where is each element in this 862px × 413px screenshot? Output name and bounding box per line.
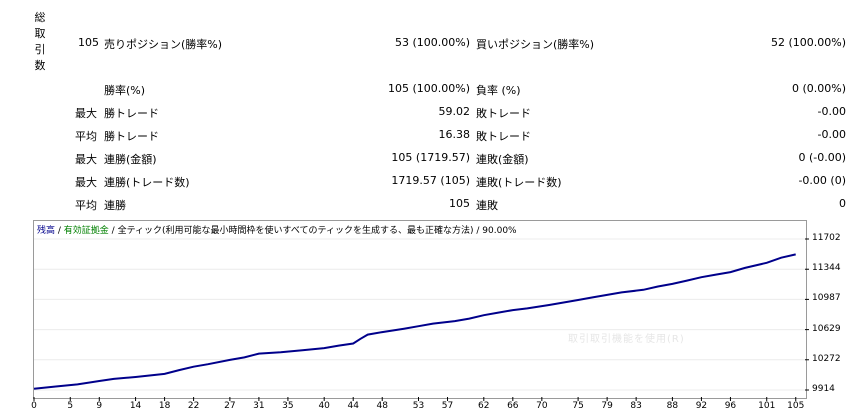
- avg-consec-losses-value: 0: [839, 197, 846, 210]
- avg-consec-losses-label: 連敗: [476, 199, 498, 212]
- x-tick-label: 83: [630, 401, 642, 411]
- chart-legend: 残高 / 有効証拠金 / 全ティック(利用可能な最小時間枠を使いすべてのティック…: [37, 223, 517, 236]
- legend-quality: 90.00%: [482, 226, 517, 236]
- loss-rate-label: 負率 (%): [476, 84, 521, 97]
- vertical-char: 数: [34, 59, 46, 72]
- legend-balance: 残高: [37, 226, 56, 236]
- row-prefix: 最大: [75, 176, 97, 189]
- legend-separator: /: [55, 226, 64, 236]
- avg-consec-wins-label: 連勝: [104, 199, 126, 212]
- x-tick-label: 70: [536, 401, 548, 411]
- avg-loss-trade-value: -0.00: [817, 128, 846, 141]
- long-positions-value: 52 (100.00%): [770, 36, 846, 49]
- vertical-char: 引: [34, 43, 46, 56]
- x-tick-label: 101: [758, 401, 776, 411]
- avg-win-trade-label: 勝トレード: [104, 130, 159, 143]
- total-trades-vertical-label: 総 取 引 数: [33, 10, 47, 74]
- row-prefix: 平均: [75, 199, 97, 212]
- y-tick-label: 10987: [812, 293, 841, 304]
- long-positions-label: 買いポジション(勝率%): [476, 38, 595, 51]
- short-positions-value: 53 (100.00%): [394, 36, 470, 49]
- avg-win-trade-value: 16.38: [438, 128, 471, 141]
- x-tick-label: 66: [507, 401, 519, 411]
- max-consec-losses-count-label: 連敗(トレード数): [476, 176, 562, 189]
- legend-separator: /: [473, 226, 483, 236]
- balance-chart-frame: [33, 220, 807, 399]
- x-tick-label: 27: [224, 401, 236, 411]
- x-tick-label: 96: [724, 401, 737, 411]
- avg-loss-trade-label: 敗トレード: [476, 130, 531, 143]
- x-tick-label: 75: [572, 401, 584, 411]
- max-consec-wins-amount-value: 105 (1719.57): [391, 151, 470, 164]
- max-loss-trade-label: 敗トレード: [476, 107, 531, 120]
- y-tick-label: 11702: [812, 233, 841, 243]
- x-tick-label: 40: [318, 401, 330, 411]
- x-tick-label: 88: [666, 401, 679, 411]
- y-tick-label: 9914: [812, 384, 835, 394]
- x-tick-label: 5: [67, 401, 74, 411]
- row-prefix: 最大: [75, 107, 97, 120]
- row-prefix: 最大: [75, 153, 97, 166]
- max-consec-losses-count-value: -0.00 (0): [798, 174, 846, 187]
- vertical-char: 総: [34, 11, 46, 24]
- max-loss-trade-value: -0.00: [817, 105, 846, 118]
- x-tick-label: 35: [282, 401, 294, 411]
- x-tick-label: 0: [31, 401, 37, 411]
- x-tick-label: 53: [412, 401, 425, 411]
- total-trades-value: 105: [78, 36, 99, 49]
- max-consec-wins-amount-label: 連勝(金額): [104, 153, 157, 166]
- x-tick-label: 22: [187, 401, 200, 411]
- chart-watermark: 取引取引機能を使用(R): [568, 334, 685, 345]
- max-consec-losses-amount-label: 連敗(金額): [476, 153, 529, 166]
- x-tick-label: 57: [441, 401, 454, 411]
- x-tick-label: 14: [129, 401, 142, 411]
- avg-consec-wins-value: 105: [449, 197, 470, 210]
- short-positions-label: 売りポジション(勝率%): [104, 38, 223, 51]
- x-tick-label: 62: [478, 401, 490, 411]
- x-tick-label: 79: [601, 401, 613, 411]
- win-rate-value: 105 (100.00%): [387, 82, 470, 95]
- x-tick-label: 31: [253, 401, 265, 411]
- legend-equity: 有効証拠金: [63, 226, 109, 236]
- x-tick-label: 9: [96, 401, 103, 411]
- max-consec-wins-count-label: 連勝(トレード数): [104, 176, 190, 189]
- y-tick-label: 11344: [812, 263, 841, 274]
- vertical-char: 取: [34, 27, 46, 40]
- x-tick-label: 92: [695, 401, 708, 411]
- max-win-trade-label: 勝トレード: [104, 107, 159, 120]
- legend-separator: /: [108, 226, 118, 236]
- legend-model: 全ティック(利用可能な最小時間枠を使いすべてのティックを生成する、最も正確な方法…: [117, 226, 474, 236]
- max-consec-losses-amount-value: 0 (-0.00): [798, 151, 846, 164]
- win-rate-label: 勝率(%): [104, 84, 146, 97]
- x-tick-label: 105: [787, 401, 805, 411]
- max-win-trade-value: 59.02: [438, 105, 471, 118]
- y-tick-label: 10629: [812, 323, 841, 334]
- x-tick-label: 18: [158, 401, 171, 411]
- y-tick-label: 10272: [812, 353, 841, 364]
- loss-rate-value: 0 (0.00%): [791, 82, 846, 95]
- x-tick-label: 44: [347, 401, 359, 411]
- x-tick-label: 48: [376, 401, 388, 411]
- row-prefix: 平均: [75, 130, 97, 143]
- max-consec-wins-count-value: 1719.57 (105): [391, 174, 470, 187]
